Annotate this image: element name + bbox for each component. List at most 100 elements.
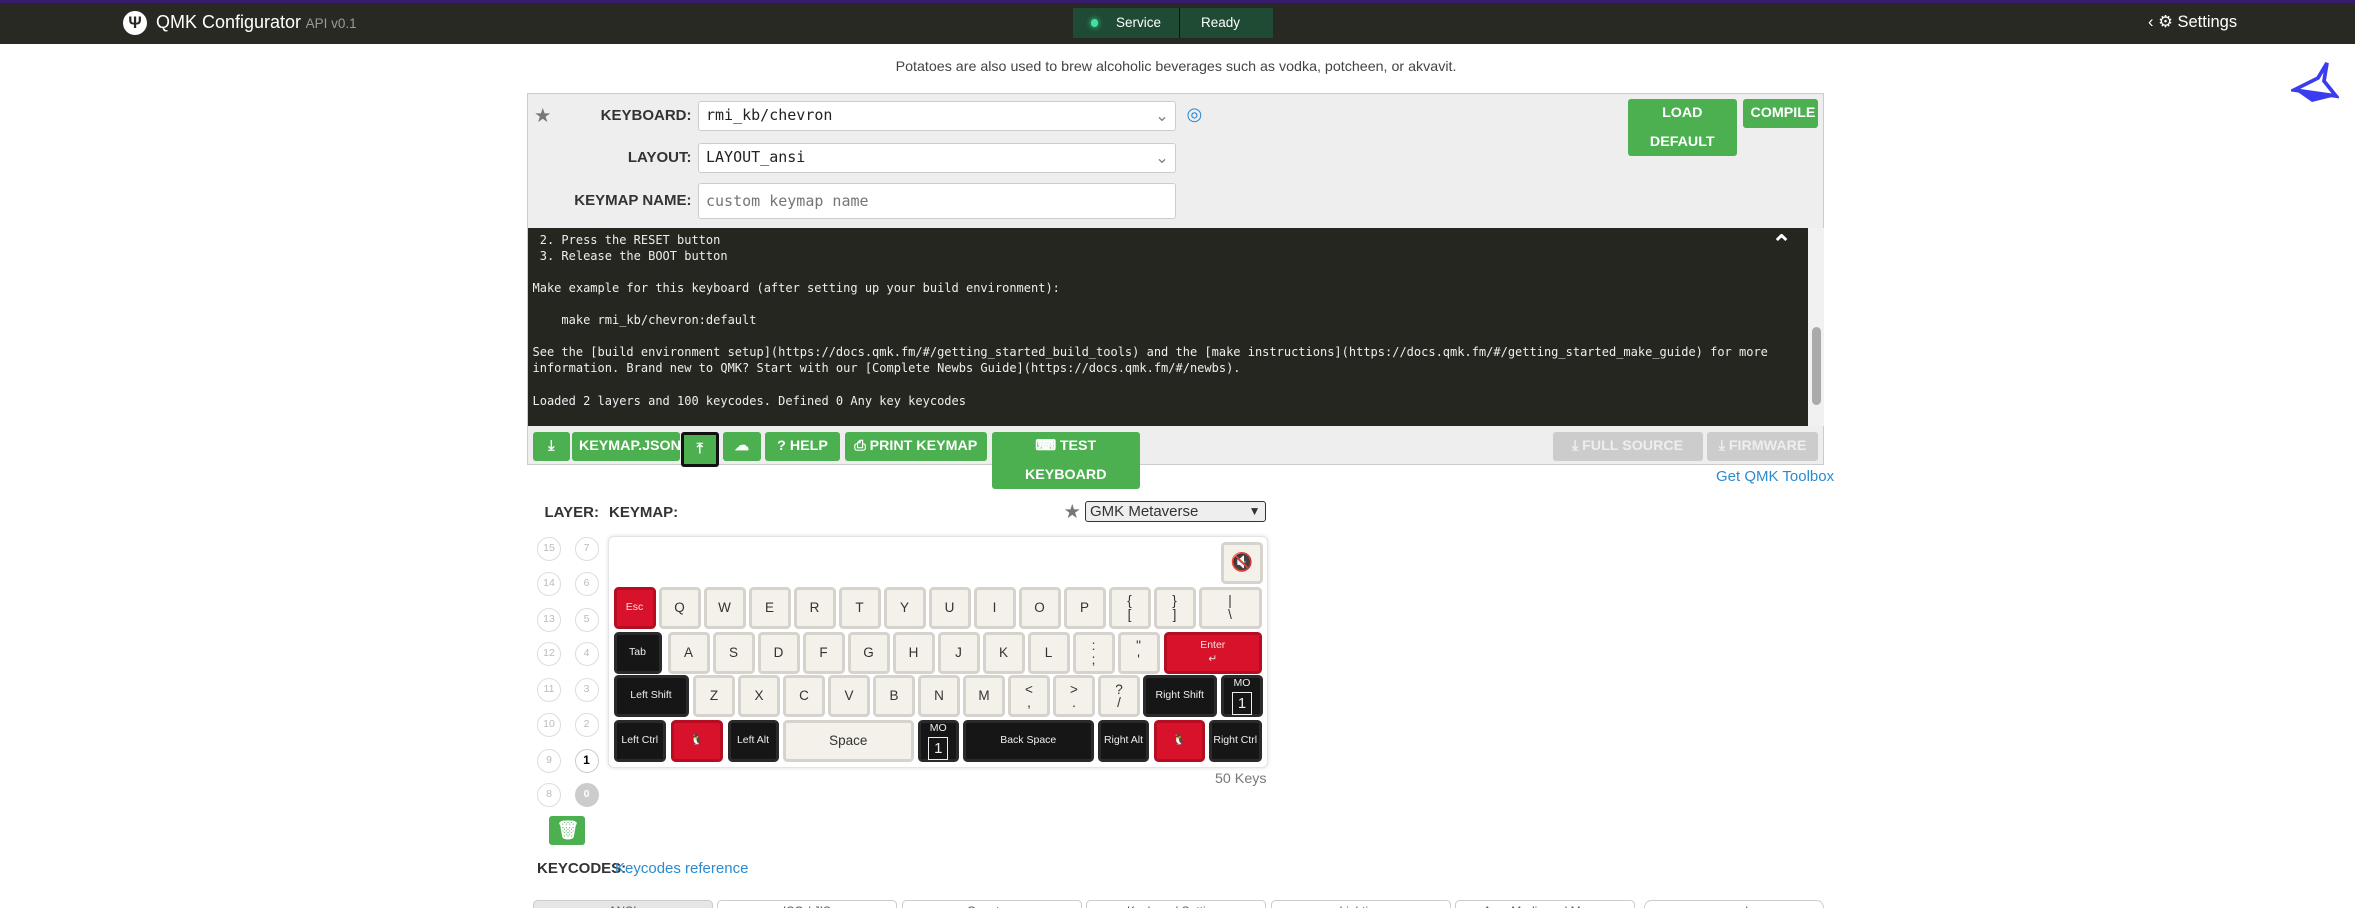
key-r[interactable]: R [793, 586, 836, 629]
layer-9-button[interactable]: 9 [537, 748, 561, 773]
key-mo[interactable]: MO 1 [918, 720, 959, 762]
key-back-space[interactable]: Back Space [963, 720, 1094, 762]
key-i[interactable]: I [973, 586, 1016, 629]
keycode-tab[interactable]: ISO / JIS [717, 900, 897, 908]
layer-2-button[interactable]: 2 [574, 712, 599, 737]
layer-13-button[interactable]: 13 [537, 607, 561, 632]
key-y[interactable]: Y [883, 586, 926, 629]
keymap-name-input[interactable] [697, 183, 1176, 219]
key-l[interactable]: L [1027, 631, 1070, 674]
full-source-button[interactable]: ⤓ FULL SOURCE [1552, 432, 1703, 461]
key-"[interactable]: " ' [1117, 631, 1160, 674]
key-n[interactable]: N [918, 675, 960, 717]
key-f[interactable]: F [802, 631, 845, 674]
help-button[interactable]: ? HELP [765, 432, 840, 461]
theme-favorite-star-icon[interactable]: ★ [1063, 500, 1081, 523]
key-mo[interactable]: MO 1 [1221, 675, 1263, 717]
key-b[interactable]: B [873, 675, 915, 717]
console-scrollbar-thumb[interactable] [1812, 327, 1821, 405]
key-left-shift[interactable]: Left Shift [613, 675, 689, 717]
key-tab[interactable]: Tab [613, 631, 662, 674]
key-enter[interactable]: Enter ↵ [1164, 631, 1262, 674]
key-a[interactable]: A [667, 631, 710, 674]
key-o[interactable]: O [1018, 586, 1061, 629]
layer-10-button[interactable]: 10 [537, 712, 561, 737]
keycode-tab[interactable]: Quantum [901, 900, 1082, 908]
key-space[interactable]: Space [783, 720, 914, 762]
keymap-json-label[interactable]: KEYMAP.JSON [571, 432, 681, 461]
key-q[interactable]: Q [658, 586, 701, 629]
test-keyboard-button[interactable]: ⌨ TEST KEYBOARD [991, 432, 1140, 489]
mute-key[interactable]: 🔇 [1221, 541, 1263, 584]
theme-select[interactable]: GMK Metaverse ▼ [1084, 501, 1266, 522]
keyboard-select[interactable]: rmi_kb/chevron ⌄ [697, 100, 1176, 131]
layer-8-button[interactable]: 8 [537, 783, 561, 807]
key-x[interactable]: X [738, 675, 780, 717]
load-default-button[interactable]: LOAD DEFAULT [1627, 99, 1737, 156]
key-linux[interactable]: 🐧 [1153, 720, 1205, 762]
key-e[interactable]: E [748, 586, 791, 629]
upload-keymap-button[interactable]: ⤒ [681, 432, 719, 467]
key-g[interactable]: G [847, 631, 890, 674]
layer-12-button[interactable]: 12 [537, 642, 561, 666]
key-k[interactable]: K [982, 631, 1025, 674]
collapse-chevron-up-icon[interactable]: ⌃ [1771, 230, 1792, 258]
app-title[interactable]: QMK Configurator API v0.1 [156, 12, 357, 33]
layer-4-button[interactable]: 4 [574, 642, 599, 666]
keycode-tab[interactable]: Lighting [1270, 900, 1451, 908]
status-ready: Ready [1179, 7, 1274, 38]
key-j[interactable]: J [937, 631, 980, 674]
key-left-ctrl[interactable]: Left Ctrl [613, 720, 666, 762]
layer-5-button[interactable]: 5 [574, 607, 599, 632]
key-z[interactable]: Z [693, 675, 735, 717]
cloud-upload-button[interactable]: ☁ [723, 432, 761, 461]
compile-button[interactable]: COMPILE [1743, 99, 1818, 128]
clear-layer-button[interactable]: 🗑 [549, 816, 585, 845]
layer-6-button[interactable]: 6 [574, 571, 599, 596]
key-right-ctrl[interactable]: Right Ctrl [1209, 720, 1262, 762]
layer-3-button[interactable]: 3 [574, 678, 599, 702]
key-t[interactable]: T [838, 586, 881, 629]
print-keymap-button[interactable]: ⎙ PRINT KEYMAP [844, 432, 987, 461]
key-u[interactable]: U [928, 586, 971, 629]
layer-14-button[interactable]: 14 [537, 571, 561, 596]
key-c[interactable]: C [783, 675, 825, 717]
keycode-tab[interactable]: Keyboard Settings [1086, 900, 1266, 908]
key-|[interactable]: | \ [1198, 586, 1262, 629]
layer-0-button[interactable]: 0 [574, 783, 599, 807]
key-d[interactable]: D [757, 631, 800, 674]
keycodes-reference-link[interactable]: Keycodes reference [615, 859, 749, 877]
layout-select[interactable]: LAYOUT_ansi ⌄ [697, 142, 1176, 173]
layer-15-button[interactable]: 15 [537, 537, 561, 561]
keycode-tab[interactable]: App, Media and Mouse [1455, 900, 1635, 908]
layer-7-button[interactable]: 7 [574, 537, 599, 561]
key-?[interactable]: ? / [1098, 675, 1140, 717]
key-right-alt[interactable]: Right Alt [1098, 720, 1149, 762]
key-<[interactable]: <, [1008, 675, 1050, 717]
key-linux[interactable]: 🐧 [670, 720, 723, 762]
key-left-alt[interactable]: Left Alt [727, 720, 779, 762]
key-:[interactable]: :; [1072, 631, 1115, 674]
key-v[interactable]: V [828, 675, 870, 717]
key-h[interactable]: H [892, 631, 935, 674]
keycode-tab[interactable]: ANSI [532, 900, 713, 908]
key-m[interactable]: M [963, 675, 1005, 717]
key->[interactable]: >. [1053, 675, 1095, 717]
key-w[interactable]: W [703, 586, 746, 629]
key-{[interactable]: {[ [1108, 586, 1151, 629]
github-icon[interactable]: ◎ [1186, 103, 1203, 124]
layer-1-button[interactable]: 1 [574, 748, 599, 773]
key-right-shift[interactable]: Right Shift [1143, 675, 1217, 717]
key-p[interactable]: P [1063, 586, 1106, 629]
keycode-search-input[interactable]: search [1644, 900, 1824, 908]
qmk-toolbox-link[interactable]: Get QMK Toolbox [1716, 468, 1835, 485]
key-esc[interactable]: Esc [613, 586, 656, 629]
wizard-hat-icon[interactable] [2290, 60, 2339, 105]
download-keymap-button[interactable]: ⤓ [532, 432, 570, 461]
key-}[interactable]: }] [1153, 586, 1196, 629]
settings-button[interactable]: ‹ ⚙ Settings [2148, 12, 2237, 32]
favorite-star-icon[interactable]: ★ [534, 104, 552, 127]
layer-11-button[interactable]: 11 [537, 678, 561, 702]
firmware-button[interactable]: ⤓ FIRMWARE [1707, 432, 1818, 461]
key-s[interactable]: S [712, 631, 755, 674]
